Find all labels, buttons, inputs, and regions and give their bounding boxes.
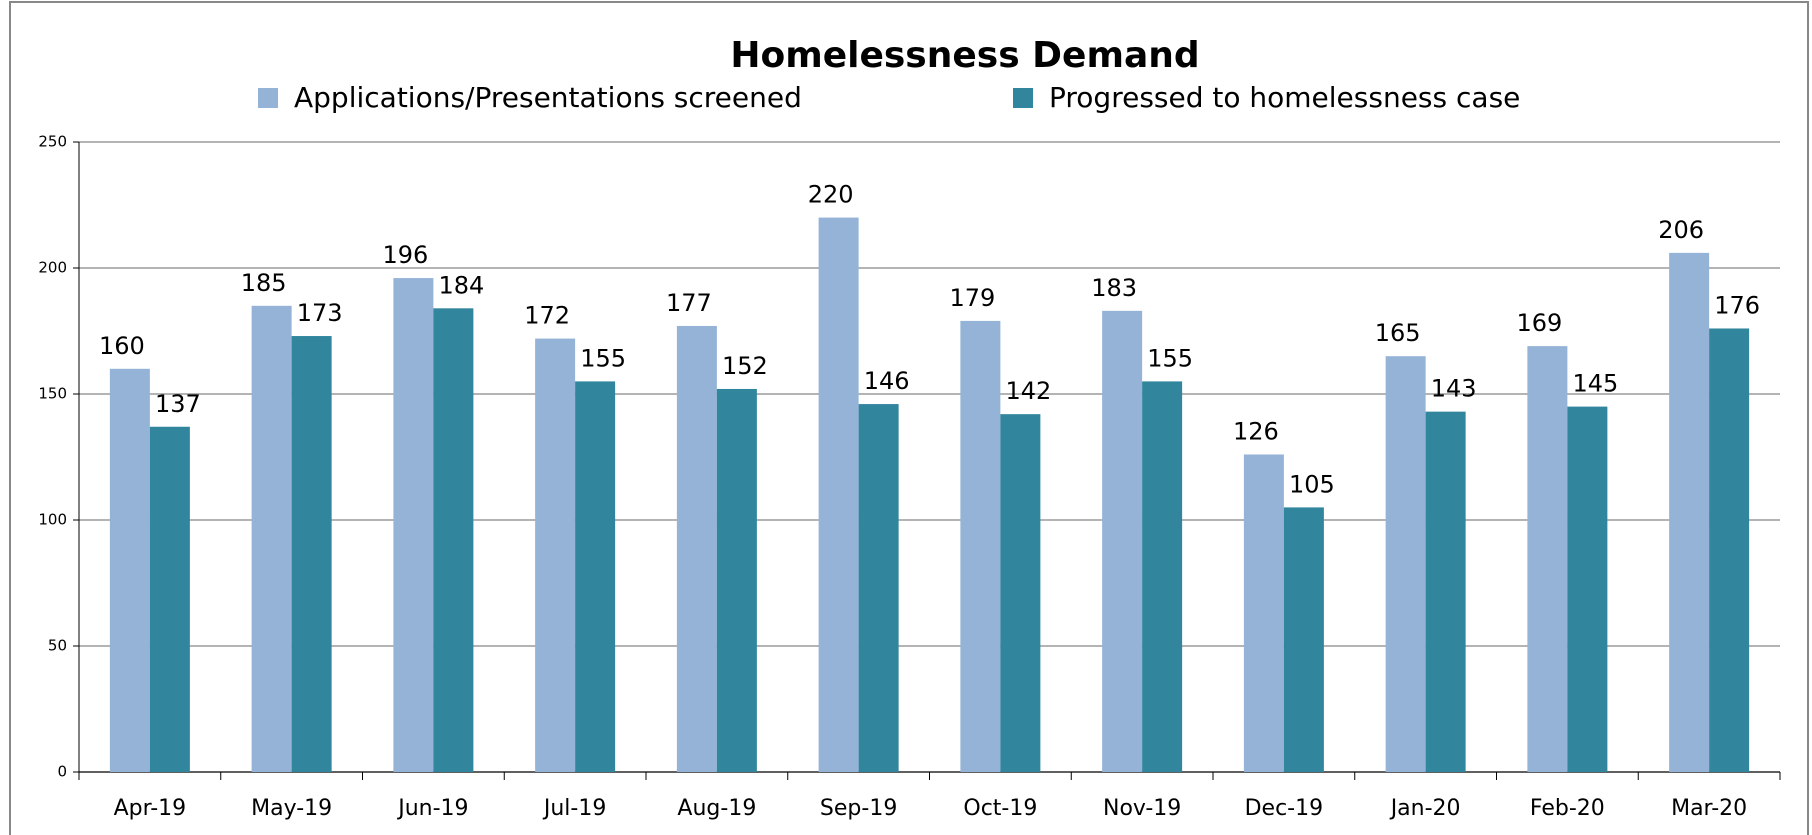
legend-swatch [1013,88,1033,108]
bar [535,338,576,772]
chart-frame [9,1,1809,835]
data-label: 126 [1233,417,1279,445]
data-label: 196 [382,241,428,269]
x-tick-label: Oct-19 [963,796,1037,821]
data-label: 184 [438,271,484,299]
data-label: 185 [241,269,287,297]
x-tick-label: Feb-20 [1530,796,1605,821]
bar [1669,252,1710,772]
y-tick-label: 100 [38,511,67,529]
data-label: 179 [949,284,995,312]
data-label: 176 [1714,291,1760,319]
data-label: 206 [1658,216,1704,244]
data-label: 143 [1431,375,1477,403]
bar [1527,346,1568,772]
bar [1243,454,1284,772]
x-tick-label: Aug-19 [677,796,756,821]
legend-label: Progressed to homelessness case [1049,81,1520,114]
bar [149,426,190,772]
data-label: 142 [1005,377,1051,405]
data-label: 146 [864,367,910,395]
bar [251,305,292,772]
x-tick-label: May-19 [251,796,332,821]
bar [1567,406,1608,772]
bar [1142,381,1183,772]
x-tick-label: Jan-20 [1389,796,1461,821]
bar [1425,411,1466,772]
x-tick-label: Sep-19 [820,796,897,821]
data-label: 137 [155,390,201,418]
y-tick-label: 250 [38,133,67,151]
bar [291,336,332,772]
bar [393,278,434,772]
data-label: 169 [1516,309,1562,337]
data-label: 155 [580,344,626,372]
data-label: 173 [297,299,343,327]
x-tick-label: Nov-19 [1103,796,1181,821]
bar [1709,328,1750,772]
data-label: 165 [1375,319,1421,347]
data-label: 145 [1572,370,1618,398]
x-tick-label: Jun-19 [396,796,468,821]
data-label: 172 [524,302,570,330]
bar [109,368,150,772]
bar [960,320,1001,772]
bar [433,308,474,772]
y-tick-label: 200 [38,259,67,277]
data-label: 177 [666,289,712,317]
y-tick-label: 0 [57,763,67,781]
y-tick-label: 50 [48,637,67,655]
bar [1102,310,1143,772]
chart-title: Homelessness Demand [730,35,1199,76]
bar [575,381,616,772]
data-label: 152 [722,352,768,380]
y-tick-label: 150 [38,385,67,403]
x-tick-label: Mar-20 [1671,796,1747,821]
x-tick-label: Apr-19 [114,796,187,821]
x-tick-label: Dec-19 [1245,796,1324,821]
data-label: 183 [1091,274,1137,302]
bar [818,217,859,773]
data-label: 160 [99,332,145,360]
data-label: 220 [808,181,854,209]
bar [676,325,717,772]
bar [716,388,757,772]
bar [1283,507,1324,772]
bar [1385,356,1426,772]
data-label: 105 [1289,470,1335,498]
data-label: 155 [1147,344,1193,372]
legend-label: Applications/Presentations screened [294,81,802,114]
bar [1000,414,1041,772]
bar [858,404,899,772]
legend-swatch [258,88,278,108]
x-tick-label: Jul-19 [542,796,606,821]
